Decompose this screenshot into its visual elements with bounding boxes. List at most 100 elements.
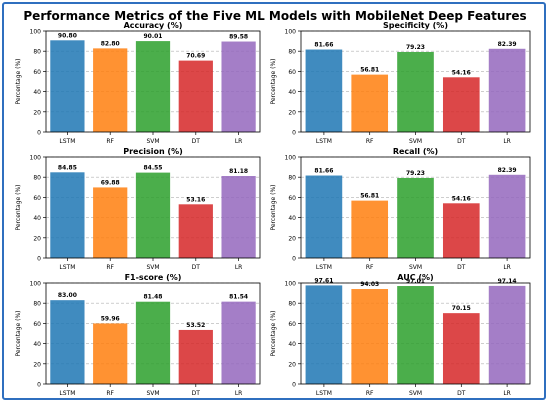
chart-title: F1-score (%) <box>125 273 182 282</box>
figure-title: Performance Metrics of the Five ML Model… <box>23 9 527 23</box>
chart-panel-2: 0 20 40 60 80 100 81.66 LSTM 56.81 RF 79.23 SVM 54.1… <box>270 21 531 145</box>
bar-value-label: 97.01 <box>406 278 425 285</box>
bar-value-label: 81.48 <box>144 294 163 301</box>
bar-value-label: 79.23 <box>406 170 425 177</box>
bar-value-label: 59.96 <box>101 315 120 322</box>
y-tick-label: 0 <box>37 130 41 137</box>
bar-lr <box>221 176 256 258</box>
bar-svm <box>397 286 434 384</box>
chart-panel-5: 0 20 40 60 80 100 83.00 LSTM 59.96 RF 81.48 SVM 53.5… <box>15 273 261 397</box>
bar-value-label: 82.39 <box>498 41 517 48</box>
bar-value-label: 69.88 <box>101 179 120 186</box>
x-tick-label: SVM <box>409 390 422 397</box>
bar-value-label: 56.81 <box>360 67 379 74</box>
y-tick-label: 40 <box>33 215 41 222</box>
bar-svm <box>397 51 434 132</box>
y-tick-label: 20 <box>33 361 41 368</box>
bar-svm <box>135 41 171 132</box>
bar-lstm <box>305 175 343 258</box>
bar-value-label: 79.23 <box>406 44 425 51</box>
x-tick-label: LSTM <box>316 390 332 397</box>
y-tick-label: 20 <box>33 235 41 242</box>
x-tick-label: LSTM <box>59 138 75 145</box>
chart-title: Specificity (%) <box>383 21 448 30</box>
y-tick-label: 0 <box>292 130 296 137</box>
bar-rf <box>93 48 128 132</box>
bar-lr <box>221 41 256 132</box>
bar-lr <box>488 285 526 384</box>
x-tick-label: LSTM <box>59 390 75 397</box>
bar-lstm <box>305 49 343 132</box>
y-tick-label: 40 <box>288 341 296 348</box>
bar-svm <box>135 301 171 384</box>
y-tick-label: 40 <box>288 215 296 222</box>
y-tick-label: 40 <box>33 89 41 96</box>
x-tick-label: RF <box>366 264 374 271</box>
bar-value-label: 83.00 <box>58 292 77 299</box>
bar-value-label: 90.01 <box>144 33 163 40</box>
bar-rf <box>93 323 128 384</box>
bar-lstm <box>305 285 343 384</box>
x-tick-label: LR <box>235 264 243 271</box>
y-axis-label: Percentage (%) <box>270 184 277 230</box>
axes-frame <box>300 156 531 259</box>
y-tick-label: 0 <box>292 382 296 389</box>
y-tick-label: 80 <box>288 175 296 182</box>
bar-svm <box>397 177 434 258</box>
x-tick-label: SVM <box>146 138 159 145</box>
y-axis-label: Percentage (%) <box>270 310 277 356</box>
y-tick-label: 60 <box>33 195 41 202</box>
y-axis-label: Percentage (%) <box>15 184 22 230</box>
y-tick-label: 100 <box>285 281 297 288</box>
bar-svm <box>135 172 171 258</box>
y-tick-label: 0 <box>37 382 41 389</box>
y-tick-label: 80 <box>288 49 296 56</box>
bar-value-label: 81.54 <box>229 294 248 301</box>
x-tick-label: SVM <box>409 264 422 271</box>
y-tick-label: 20 <box>33 109 41 116</box>
y-tick-label: 80 <box>33 301 41 308</box>
x-tick-label: LSTM <box>59 264 75 271</box>
x-tick-label: LSTM <box>316 138 332 145</box>
chart-panel-6: 0 20 40 60 80 100 97.61 LSTM 94.03 RF 97.01 SVM 70.1… <box>270 273 531 397</box>
y-axis-label: Percentage (%) <box>15 310 22 356</box>
x-tick-label: SVM <box>409 138 422 145</box>
x-tick-label: RF <box>106 264 114 271</box>
bar-lstm <box>50 172 85 258</box>
x-tick-label: LSTM <box>316 264 332 271</box>
x-tick-label: RF <box>106 138 114 145</box>
x-tick-label: DT <box>457 138 466 145</box>
x-tick-label: DT <box>457 390 466 397</box>
y-tick-label: 80 <box>288 301 296 308</box>
y-tick-label: 100 <box>285 29 297 36</box>
axes-frame <box>45 282 261 385</box>
bar-dt <box>442 313 480 384</box>
chart-panel-1: 0 20 40 60 80 100 90.80 LSTM 82.80 RF 90.01 SVM 70.6… <box>15 21 261 145</box>
bar-value-label: 90.80 <box>58 32 77 39</box>
chart-title: Precision (%) <box>123 147 183 156</box>
x-tick-label: LR <box>503 390 511 397</box>
axes-frame <box>300 282 531 385</box>
y-tick-label: 0 <box>37 256 41 263</box>
bar-value-label: 53.52 <box>186 322 205 329</box>
x-tick-label: SVM <box>146 264 159 271</box>
y-tick-label: 100 <box>30 155 42 162</box>
chart-title: AUC (%) <box>397 273 433 282</box>
bar-lr <box>221 301 256 384</box>
x-tick-label: DT <box>192 390 201 397</box>
bar-value-label: 97.61 <box>314 277 333 284</box>
y-tick-label: 20 <box>288 235 296 242</box>
x-tick-label: DT <box>457 264 466 271</box>
chart-panel-3: 0 20 40 60 80 100 84.85 LSTM 69.88 RF 84.55 SVM 53.1… <box>15 147 261 271</box>
y-tick-label: 20 <box>288 361 296 368</box>
y-axis-label: Percentage (%) <box>15 58 22 104</box>
bar-value-label: 81.66 <box>314 42 333 49</box>
bar-value-label: 84.85 <box>58 164 77 171</box>
axes-frame <box>45 156 261 259</box>
y-tick-label: 40 <box>33 341 41 348</box>
x-tick-label: RF <box>366 138 374 145</box>
y-tick-label: 40 <box>288 89 296 96</box>
x-tick-label: LR <box>235 390 243 397</box>
bar-value-label: 82.39 <box>498 167 517 174</box>
bar-value-label: 81.66 <box>314 168 333 175</box>
